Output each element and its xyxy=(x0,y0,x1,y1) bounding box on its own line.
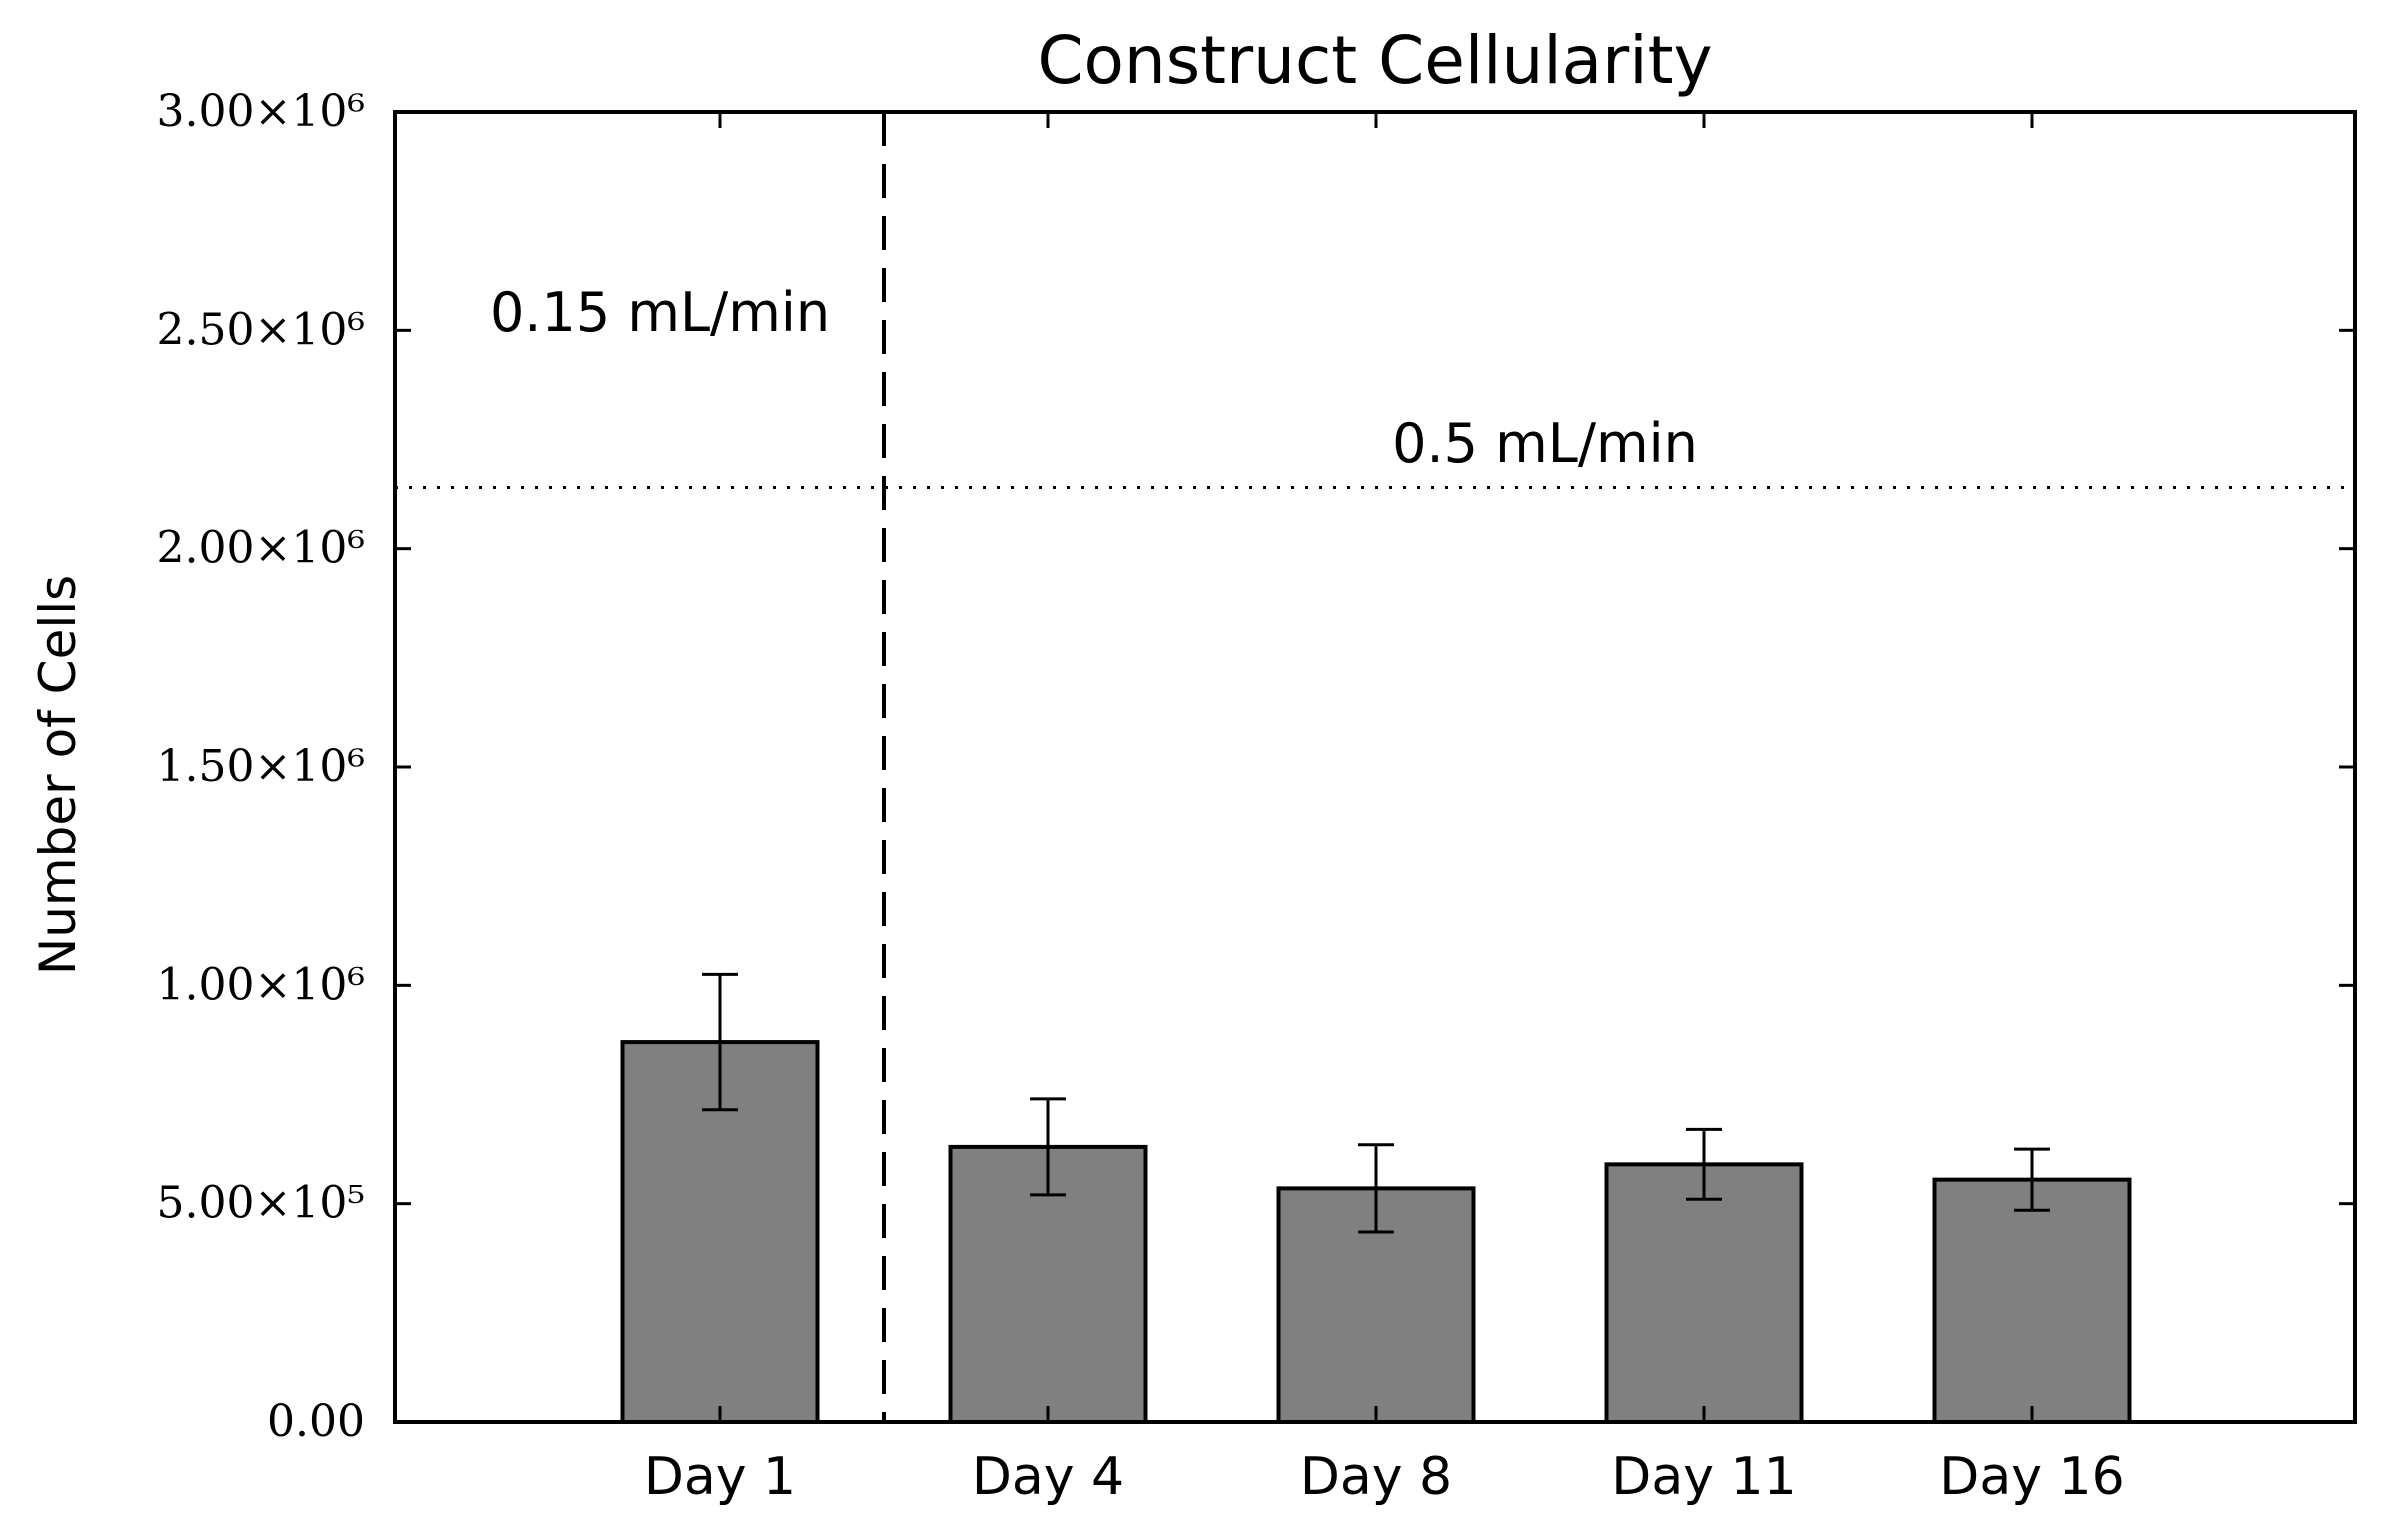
x-tick-label: Day 1 xyxy=(644,1447,796,1507)
y-tick-label: 1.50×10⁶ xyxy=(157,741,365,792)
bar-day-16 xyxy=(1932,1177,2132,1425)
y-tick-label: 2.00×10⁶ xyxy=(157,523,365,574)
y-tick-label: 0.00 xyxy=(267,1396,365,1447)
chart-title: Construct Cellularity xyxy=(1037,22,1712,99)
y-tick-label: 2.50×10⁶ xyxy=(157,304,365,355)
y-tick-label: 3.00×10⁶ xyxy=(157,86,365,137)
y-axis-label: Number of Cells xyxy=(29,575,87,975)
flow-rate-annotation-left: 0.15 mL/min xyxy=(490,281,830,344)
x-tick-label: Day 8 xyxy=(1300,1447,1452,1507)
plot-area: 0.00 5.00×10⁵ 1.00×10⁶ 1.50×10⁶ 2.00×10⁶ 2.50… xyxy=(157,86,2357,1507)
bar-day-11 xyxy=(1604,1162,1804,1425)
x-tick-label: Day 11 xyxy=(1611,1447,1796,1507)
x-tick-label: Day 4 xyxy=(972,1447,1124,1507)
flow-rate-annotation-right: 0.5 mL/min xyxy=(1392,412,1698,475)
x-tick-label: Day 16 xyxy=(1939,1447,2124,1507)
y-tick-label: 5.00×10⁵ xyxy=(157,1178,365,1229)
y-tick-label: 1.00×10⁶ xyxy=(157,959,365,1010)
